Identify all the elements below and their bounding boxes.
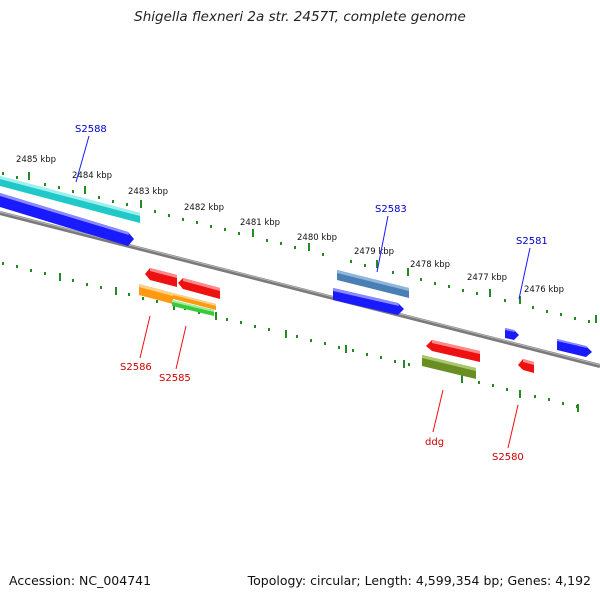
- genome-backbone: [0, 211, 600, 368]
- lower-scale-dots: [2, 262, 578, 408]
- tick-label: 2478 kbp: [410, 260, 450, 270]
- gene-s2586-feature[interactable]: [139, 284, 173, 304]
- tick-label: 2481 kbp: [240, 218, 280, 228]
- upper-scale-major-ticks: [28, 172, 597, 323]
- gene-s2581-feature[interactable]: [505, 328, 519, 340]
- s2586-callout-line: [139, 315, 151, 359]
- gene-s2583-feature[interactable]: [337, 270, 409, 298]
- gene-label-s2581[interactable]: S2581: [516, 236, 548, 247]
- gene-red-reverse-1[interactable]: [145, 268, 177, 287]
- gene-orange-reverse-2[interactable]: [173, 293, 216, 310]
- gene-label-s2586[interactable]: S2586: [120, 362, 152, 373]
- gene-ddg-feature[interactable]: [422, 355, 476, 379]
- upper-scale-dots: [2, 172, 590, 323]
- accession-text: Accession: NC_004741: [9, 573, 152, 588]
- gene-red-reverse-2[interactable]: [178, 278, 220, 299]
- tick-label: 2476 kbp: [524, 285, 564, 295]
- gene-label-s2580[interactable]: S2580: [492, 452, 524, 463]
- tick-label: 2485 kbp: [16, 155, 56, 165]
- gene-label-s2583[interactable]: S2583: [375, 204, 407, 215]
- ddg-callout-line: [432, 389, 444, 433]
- tick-label: 2483 kbp: [128, 187, 168, 197]
- gene-label-ddg[interactable]: ddg: [425, 437, 444, 448]
- tick-label: 2484 kbp: [72, 171, 112, 181]
- tick-label: 2482 kbp: [184, 203, 224, 213]
- gene-blue-forward-3[interactable]: [557, 339, 592, 357]
- gene-s2585-feature[interactable]: [172, 300, 214, 316]
- s2580-callout-line: [507, 404, 519, 449]
- tick-label: 2477 kbp: [467, 273, 507, 283]
- s2581-callout-line: [518, 247, 531, 300]
- s2585-callout-line: [175, 325, 187, 370]
- tick-label: 2480 kbp: [297, 233, 337, 243]
- s2583-callout-line: [376, 215, 389, 273]
- genome-summary-text: Topology: circular; Length: 4,599,354 bp…: [247, 573, 591, 588]
- gene-label-s2588[interactable]: S2588: [75, 124, 107, 135]
- genome-backbone-highlight: [0, 211, 600, 366]
- gene-s2588-feature[interactable]: [0, 176, 140, 223]
- genome-title: Shigella flexneri 2a str. 2457T, complet…: [134, 9, 466, 25]
- gene-blue-forward-2[interactable]: [333, 288, 404, 315]
- gene-blue-forward-1[interactable]: [0, 193, 134, 246]
- lower-scale-major-ticks: [59, 273, 579, 412]
- tick-label: 2479 kbp: [354, 247, 394, 257]
- gene-s2580-feature[interactable]: [518, 359, 534, 373]
- s2588-callout-line: [75, 135, 90, 183]
- gene-red-reverse-3[interactable]: [426, 340, 480, 362]
- gene-label-s2585[interactable]: S2585: [159, 373, 191, 384]
